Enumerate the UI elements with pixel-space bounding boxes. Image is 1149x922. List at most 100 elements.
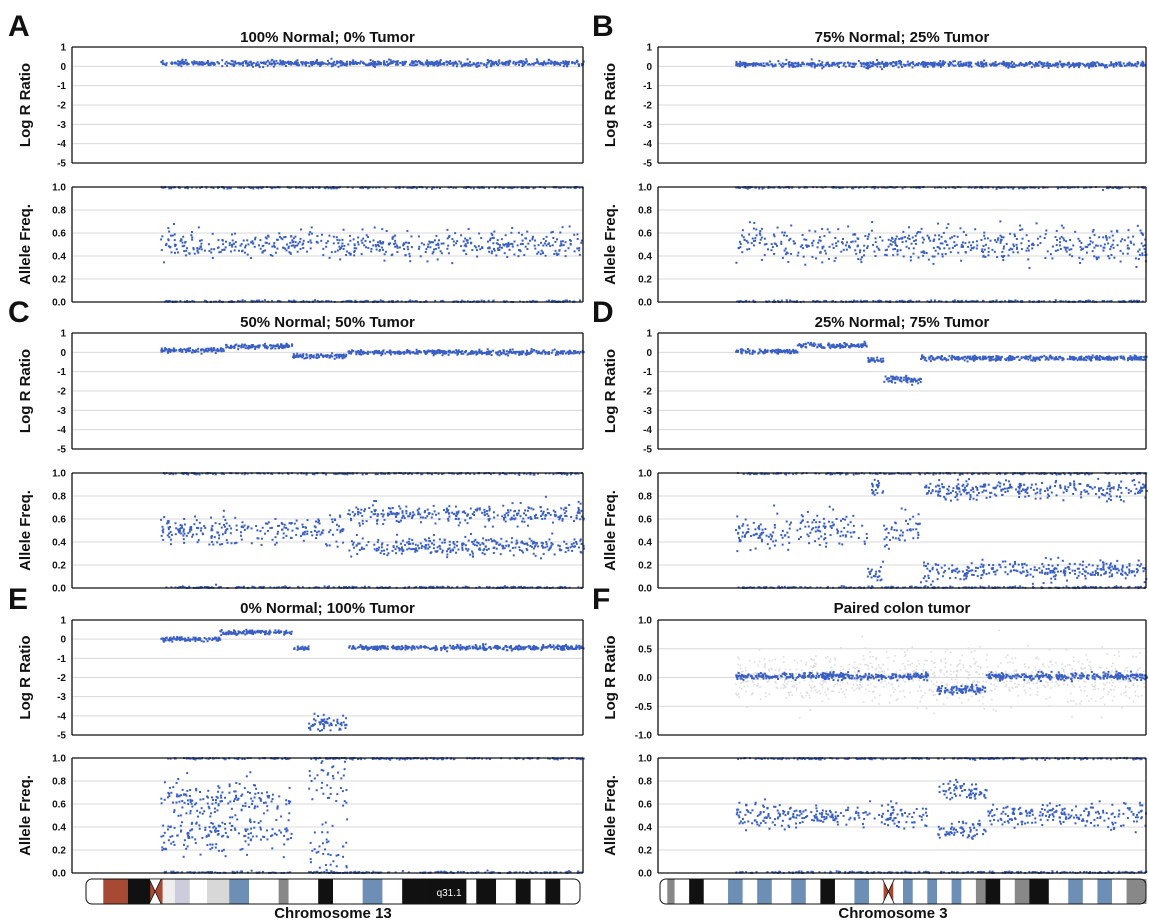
point bbox=[488, 352, 491, 355]
point bbox=[355, 350, 358, 353]
point bbox=[1008, 248, 1011, 251]
point bbox=[563, 350, 566, 353]
point bbox=[199, 586, 202, 589]
point bbox=[448, 234, 451, 237]
point bbox=[359, 186, 362, 189]
point bbox=[906, 63, 909, 66]
point bbox=[255, 62, 258, 65]
point bbox=[381, 352, 384, 355]
point bbox=[366, 350, 369, 353]
point bbox=[518, 350, 521, 353]
point bbox=[974, 228, 977, 231]
point bbox=[434, 350, 437, 353]
point bbox=[210, 516, 213, 519]
point bbox=[178, 62, 181, 65]
point bbox=[517, 351, 520, 354]
point bbox=[279, 345, 282, 348]
point bbox=[917, 62, 920, 65]
point bbox=[260, 543, 263, 546]
point bbox=[1059, 248, 1062, 251]
point bbox=[1020, 248, 1023, 251]
point bbox=[557, 353, 560, 356]
point bbox=[419, 585, 422, 588]
point bbox=[877, 300, 880, 303]
point bbox=[920, 227, 923, 230]
point bbox=[504, 63, 507, 66]
point bbox=[1012, 66, 1015, 69]
point bbox=[532, 63, 535, 66]
point bbox=[437, 242, 440, 245]
point bbox=[320, 354, 323, 357]
point bbox=[433, 239, 436, 242]
point bbox=[559, 231, 562, 234]
point bbox=[442, 242, 445, 245]
point bbox=[1033, 186, 1036, 189]
point bbox=[224, 246, 227, 249]
point bbox=[1087, 243, 1090, 246]
point bbox=[577, 546, 580, 549]
point bbox=[267, 235, 270, 238]
point bbox=[276, 299, 279, 302]
point bbox=[441, 551, 444, 554]
point bbox=[462, 240, 465, 243]
point bbox=[314, 62, 317, 65]
point bbox=[406, 351, 409, 354]
point bbox=[1056, 62, 1059, 65]
point bbox=[797, 61, 800, 64]
point bbox=[564, 255, 567, 258]
point bbox=[241, 521, 244, 524]
point bbox=[401, 546, 404, 549]
point bbox=[261, 300, 264, 303]
point bbox=[477, 542, 480, 545]
point bbox=[514, 546, 517, 549]
point bbox=[1022, 187, 1025, 190]
point bbox=[1015, 243, 1018, 246]
point bbox=[251, 344, 254, 347]
point bbox=[500, 246, 503, 249]
point bbox=[358, 548, 361, 551]
point bbox=[164, 347, 167, 350]
point bbox=[250, 542, 253, 545]
point bbox=[186, 61, 189, 64]
point bbox=[172, 473, 175, 476]
point bbox=[571, 61, 574, 64]
point bbox=[408, 547, 411, 550]
point bbox=[793, 65, 796, 68]
point bbox=[931, 255, 934, 258]
point bbox=[403, 247, 406, 250]
point bbox=[381, 248, 384, 251]
point bbox=[337, 525, 340, 528]
point bbox=[410, 187, 413, 190]
point bbox=[166, 520, 169, 523]
point bbox=[1038, 60, 1041, 63]
point bbox=[555, 238, 558, 241]
point bbox=[523, 63, 526, 66]
point bbox=[160, 249, 163, 252]
point bbox=[242, 61, 245, 64]
point bbox=[801, 61, 804, 64]
point bbox=[165, 299, 168, 302]
point bbox=[560, 186, 563, 189]
point bbox=[322, 354, 325, 357]
point bbox=[189, 528, 192, 531]
point bbox=[309, 186, 312, 189]
point bbox=[815, 257, 818, 260]
point bbox=[528, 63, 531, 66]
point bbox=[499, 553, 502, 556]
point bbox=[376, 350, 379, 353]
point bbox=[859, 299, 862, 302]
point bbox=[378, 62, 381, 65]
point bbox=[1011, 60, 1014, 63]
point bbox=[258, 66, 261, 69]
point bbox=[365, 299, 368, 302]
point bbox=[408, 537, 411, 540]
point bbox=[760, 258, 763, 261]
tick-label: 1.0 bbox=[52, 183, 66, 194]
point bbox=[1091, 241, 1094, 244]
point bbox=[1069, 64, 1072, 67]
point bbox=[380, 549, 383, 552]
point bbox=[205, 347, 208, 350]
point bbox=[546, 545, 549, 548]
point bbox=[546, 62, 549, 65]
point bbox=[299, 355, 302, 358]
